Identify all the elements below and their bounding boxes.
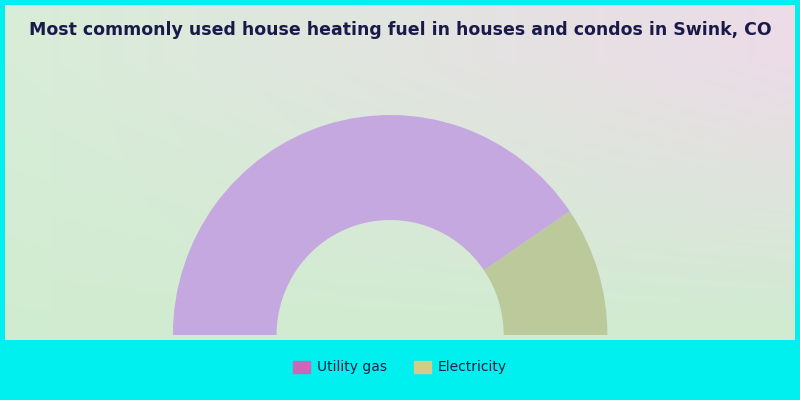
Text: Most commonly used house heating fuel in houses and condos in Swink, CO: Most commonly used house heating fuel in… (29, 21, 771, 39)
Wedge shape (173, 115, 570, 335)
Wedge shape (484, 211, 607, 335)
Legend: Utility gas, Electricity: Utility gas, Electricity (287, 355, 513, 380)
